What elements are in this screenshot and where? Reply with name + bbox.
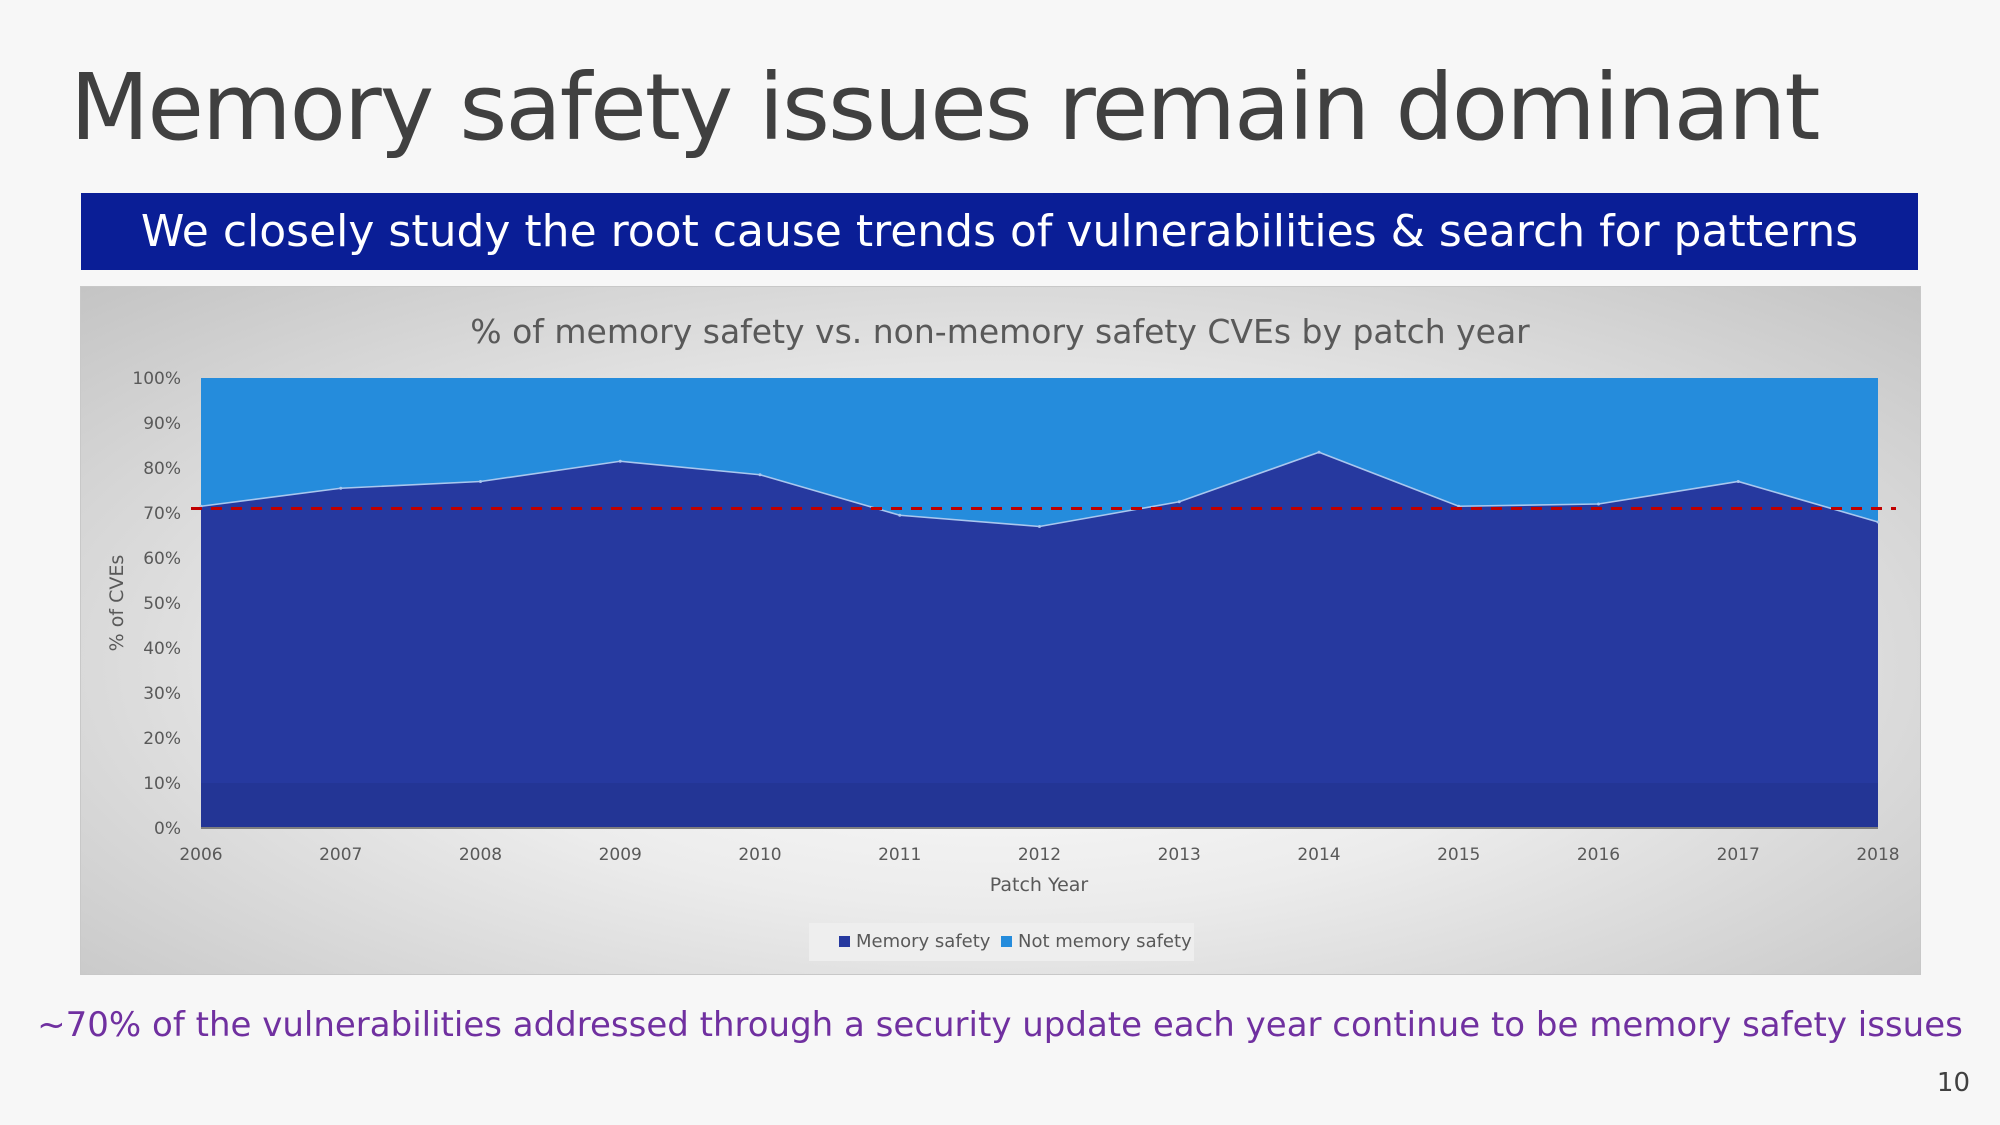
legend-label-not-memory-safety: Not memory safety [1018,931,1192,952]
y-tick-label: 30% [143,684,181,704]
data-point-memory-safety-2008 [479,480,482,483]
y-tick-label: 60% [143,549,181,569]
y-tick-label: 70% [143,504,181,524]
chart-title: % of memory safety vs. non-memory safety… [470,312,1530,351]
x-tick-label: 2012 [1018,845,1061,865]
legend-swatch-not-memory-safety [1001,936,1012,947]
subtitle-banner: We closely study the root cause trends o… [81,193,1918,270]
x-tick-label: 2017 [1717,845,1760,865]
area-chart: % of memory safety vs. non-memory safety… [106,312,1900,961]
x-tick-label: 2006 [179,845,222,865]
y-tick-label: 0% [154,819,181,839]
chart-panel: % of memory safety vs. non-memory safety… [80,286,1921,975]
y-tick-label: 10% [143,774,181,794]
x-tick-label: 2014 [1297,845,1340,865]
x-tick-label: 2008 [459,845,502,865]
x-tick-label: 2013 [1158,845,1201,865]
x-tick-label: 2007 [319,845,362,865]
banner-text: We closely study the root cause trends o… [140,206,1859,257]
data-point-memory-safety-2014 [1317,450,1321,454]
x-axis-title: Patch Year [990,874,1089,896]
legend-label-memory-safety: Memory safety [856,931,991,952]
area-memory-safety [201,452,1878,828]
page-number: 10 [1936,1068,1970,1098]
x-tick-label: 2010 [738,845,781,865]
footer-note: ~70% of the vulnerabilities addressed th… [37,1005,1963,1045]
area-bottom-band [201,783,1878,828]
data-point-memory-safety-2017 [1736,480,1740,483]
data-point-memory-safety-2009 [618,459,622,463]
data-point-memory-safety-2012 [1038,525,1041,528]
x-tick-label: 2018 [1856,845,1899,865]
y-axis-title: % of CVEs [106,555,128,652]
legend-swatch-memory-safety [839,936,850,947]
data-point-memory-safety-2007 [339,486,343,490]
data-point-memory-safety-2011 [898,513,902,517]
area-not-memory-safety [201,378,1878,527]
data-point-memory-safety-2010 [758,473,762,477]
y-tick-label: 80% [143,459,181,479]
x-tick-label: 2009 [599,845,642,865]
data-point-memory-safety-2016 [1597,502,1600,506]
data-point-memory-safety-2018 [1876,520,1880,524]
x-tick-label: 2015 [1437,845,1480,865]
y-tick-label: 100% [132,369,181,389]
y-tick-label: 40% [143,639,181,659]
slide-title: Memory safety issues remain dominant [70,54,1820,161]
data-point-memory-safety-2013 [1177,500,1181,504]
y-tick-label: 20% [143,729,181,749]
y-tick-label: 50% [143,594,181,614]
y-tick-label: 90% [143,414,181,434]
x-tick-label: 2011 [878,845,921,865]
x-tick-label: 2016 [1577,845,1620,865]
